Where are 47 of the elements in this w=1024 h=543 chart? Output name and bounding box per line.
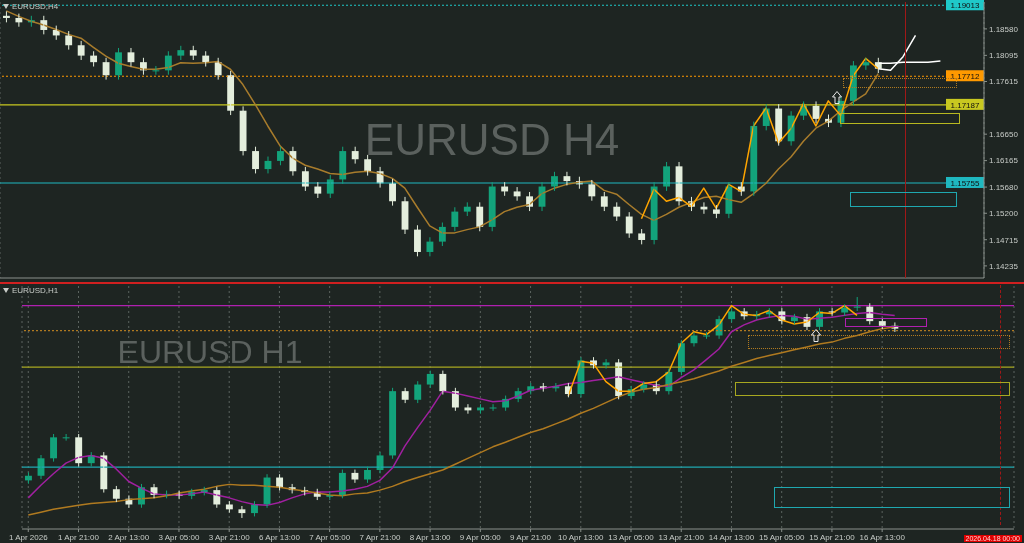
x-tick-label: 3 Apr 05:00 <box>158 532 200 542</box>
candlestick <box>613 201 621 222</box>
x-tick-label: 9 Apr 05:00 <box>459 532 502 542</box>
x-tick-label: 15 Apr 05:00 <box>759 532 805 542</box>
candlestick <box>401 387 409 404</box>
y-tick-label: 1.16650 <box>989 130 1019 139</box>
x-tick-label: 1 Apr 2026 <box>8 532 49 542</box>
candlestick <box>638 228 646 245</box>
y-tick-label: 1.15200 <box>989 209 1019 219</box>
x-tick-label: 6 Apr 13:00 <box>258 532 301 542</box>
candlestick <box>712 204 720 219</box>
candlestick <box>112 485 120 503</box>
x-tick-label: 14 Apr 13:00 <box>708 532 755 542</box>
x-tick-label: 3 Apr 21:00 <box>208 532 251 542</box>
chart-title: EURUSD,H1 <box>12 286 59 295</box>
x-tick-label: 8 Apr 13:00 <box>409 532 452 542</box>
candlestick <box>77 40 85 61</box>
chart-title: EURUSD,H4 <box>12 2 59 11</box>
x-tick-label: 7 Apr 05:00 <box>309 532 351 542</box>
x-tick-label: 10 Apr 13:00 <box>558 532 605 542</box>
y-tick-label: 1.18095 <box>989 51 1019 61</box>
annotation: EURUSD H1 <box>116 334 304 370</box>
candlestick <box>364 466 371 484</box>
y-tick-label: 1.14715 <box>989 235 1019 245</box>
candlestick <box>189 45 197 61</box>
x-tick-label: 7 Apr 21:00 <box>359 532 401 542</box>
y-tick-label: 1.18580 <box>989 24 1019 34</box>
ref-line-label: 1.15755 <box>950 178 981 188</box>
ref-line-label: 1.17187 <box>950 100 981 110</box>
y-tick-label: 1.17615 <box>989 77 1019 87</box>
y-tick-label: 1.14235 <box>989 261 1019 271</box>
x-tick-label: 9 Apr 21:00 <box>510 532 552 542</box>
candlestick <box>426 370 434 389</box>
ref-line-label: 1.17712 <box>950 72 981 82</box>
y-tick-label: 1.16165 <box>989 156 1019 166</box>
x-tick-label: 13 Apr 05:00 <box>608 532 655 542</box>
candlestick <box>277 146 284 166</box>
annotation: EURUSD H4 <box>363 115 621 164</box>
x-tick-label: 15 Apr 21:00 <box>809 532 856 542</box>
ref-line-label: 1.19013 <box>950 1 981 11</box>
x-tick-label: 2 Apr 13:00 <box>108 532 150 542</box>
candlestick <box>600 191 608 212</box>
x-tick-label: 13 Apr 21:00 <box>658 532 705 542</box>
x-tick-label: 1 Apr 21:00 <box>58 532 100 542</box>
candlestick <box>177 45 185 61</box>
y-tick-label: 1.15680 <box>989 182 1019 192</box>
x-tick-label: 16 Apr 13:00 <box>859 532 906 542</box>
